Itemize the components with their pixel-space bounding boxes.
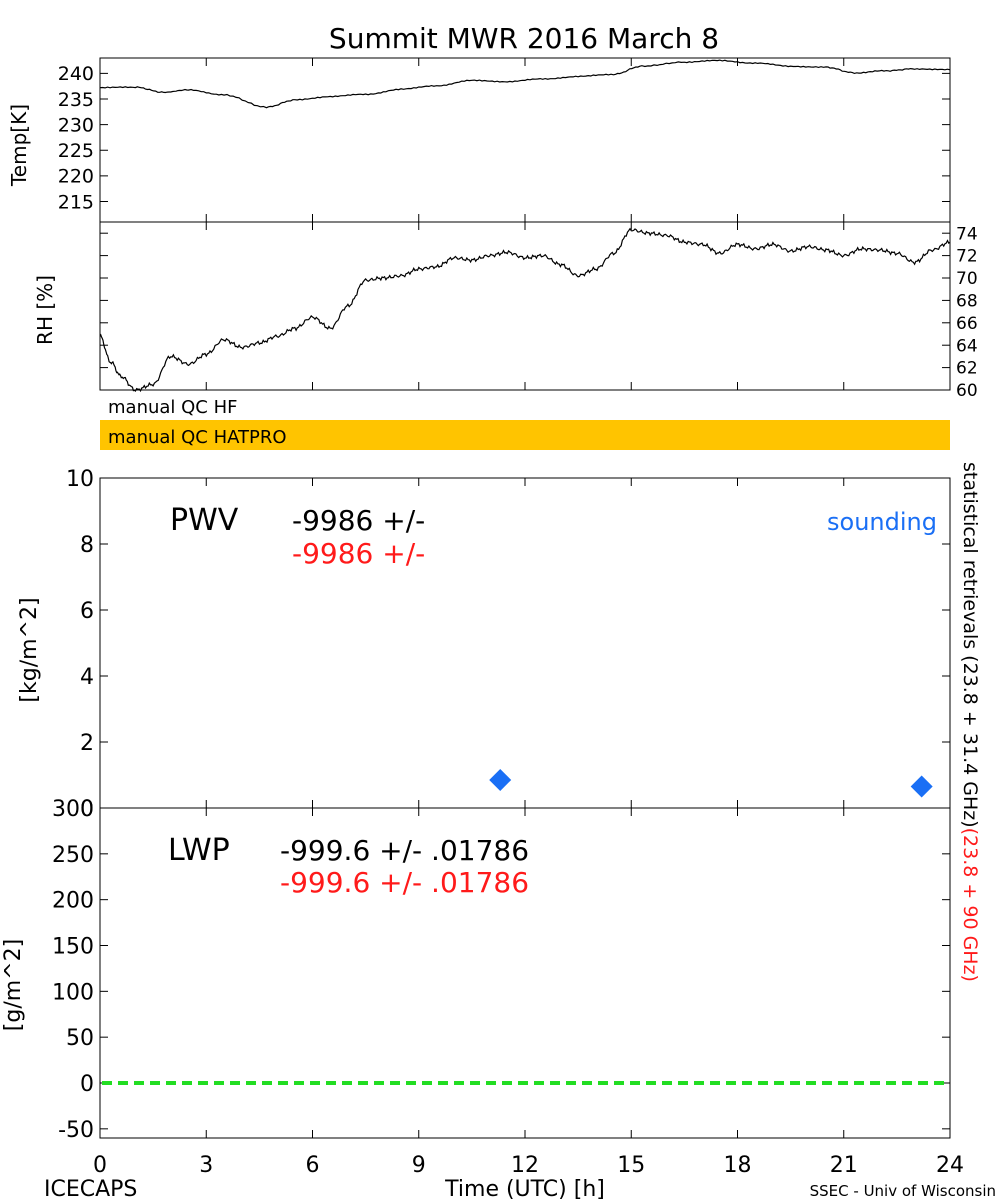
lwp-ytick-label: 250 [52,843,94,868]
lwp-ytick-label: 50 [66,1026,94,1051]
temp-ytick-label: 225 [58,140,94,162]
temp-y-label: Temp[K] [7,104,31,187]
temp-ytick-label: 220 [58,166,94,188]
rh-ytick-label: 74 [956,224,978,244]
sounding-point [489,768,512,791]
right-side-label: statistical retrievals (23.8 + 31.4 GHz)… [959,462,981,982]
lwp-panel: -50 0 50 100 150 200 250 300 [52,797,950,1143]
lwp-ytick-label: 200 [52,889,94,914]
rh-ytick-label: 70 [956,269,978,289]
rh-ytick-label: 62 [956,359,978,379]
rh-y-label: RH [%] [33,275,57,345]
pwv-readout-red: -9986 +/- [292,537,425,570]
x-tick-label: 3 [199,1153,213,1178]
qc-hatpro-bar [100,420,950,450]
pwv-ytick-label: 0 [80,797,94,822]
x-tick-label: 12 [511,1153,539,1178]
lwp-ytick-label: 300 [52,797,94,822]
rh-ytick-label: 66 [956,314,978,334]
temp-series-line [99,59,951,109]
lwp-readout-red: -999.6 +/- .01786 [280,866,529,899]
x-tick-label: 21 [830,1153,858,1178]
temp-panel: 215 220 225 230 235 240 [58,59,951,213]
x-tick-label: 18 [724,1153,752,1178]
lwp-ytick-label: 150 [52,934,94,959]
right-side-label-black: statistical retrievals (23.8 + 31.4 GHz) [959,462,981,828]
footer-right: SSEC - Univ of Wisconsin [810,1182,996,1200]
footer-center: Time (UTC) [h] [444,1177,605,1200]
x-axis: 0 3 6 9 12 15 18 21 24 [93,58,964,1178]
lwp-ytick-label: 100 [52,980,94,1005]
pwv-ytick-label: 2 [80,731,94,756]
temp-ytick-label: 240 [58,63,94,85]
pwv-panel: 0 2 4 6 8 10 [66,467,950,822]
x-tick-label: 24 [936,1153,964,1178]
lwp-readout-black: -999.6 +/- .01786 [280,834,529,867]
pwv-readout-black: -9986 +/- [292,504,425,537]
lwp-label: LWP [168,833,230,868]
qc-hatpro-label: manual QC HATPRO [108,427,287,448]
rh-series-line [99,227,951,393]
pwv-y-label: [kg/m^2] [17,597,42,702]
x-tick-label: 6 [306,1153,320,1178]
x-tick-label: 9 [412,1153,426,1178]
pwv-label: PWV [170,503,239,538]
pwv-ytick-label: 10 [66,467,94,492]
rh-ytick-label: 60 [956,381,978,401]
rh-ytick-label: 72 [956,247,978,267]
temp-ytick-label: 235 [58,89,94,111]
lwp-y-label: [g/m^2] [1,939,26,1031]
lwp-ytick-label: -50 [58,1118,94,1143]
rh-ytick-label: 68 [956,292,978,312]
x-tick-label: 0 [93,1153,107,1178]
pwv-ytick-label: 6 [80,599,94,624]
rh-ytick-label: 64 [956,336,978,356]
qc-hf-label: manual QC HF [108,397,237,418]
pwv-ytick-label: 4 [80,665,94,690]
sounding-legend: sounding [827,508,937,536]
temp-ytick-label: 230 [58,114,94,136]
temp-ytick-label: 215 [58,191,94,213]
temp-panel-frame [99,57,951,223]
pwv-ytick-label: 8 [80,533,94,558]
rh-panel-frame [99,221,951,391]
qc-hf-bar [100,392,950,418]
figure-title: Summit MWR 2016 March 8 [329,22,719,55]
lwp-ytick-label: 0 [80,1072,94,1097]
right-side-label-red: (23.8 + 90 GHz) [959,828,981,982]
x-tick-label: 15 [617,1153,645,1178]
sounding-point [910,775,933,798]
footer-left: ICECAPS [44,1177,137,1200]
